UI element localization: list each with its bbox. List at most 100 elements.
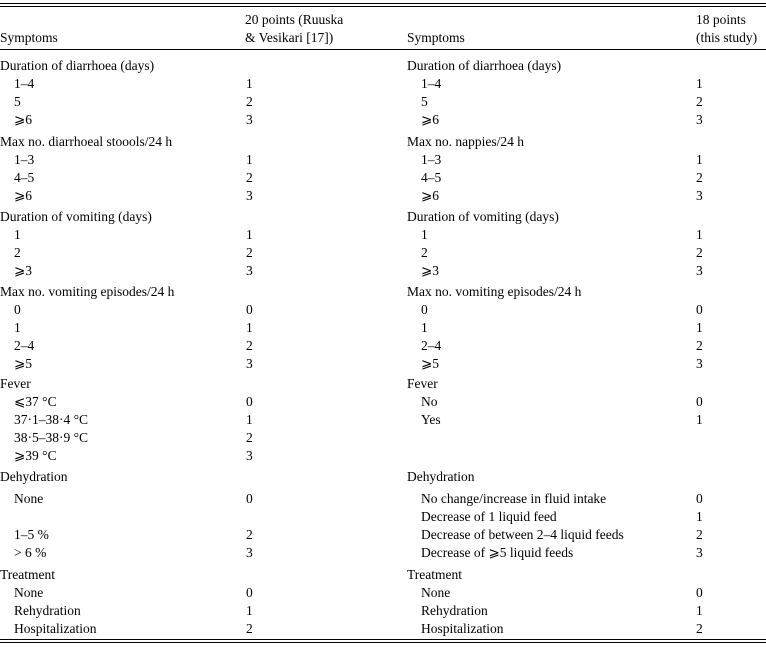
left-symptom-cell: 0 — [14, 302, 21, 317]
right-symptom-cell: Max no. nappies/24 h — [407, 134, 524, 149]
left-symptom-cell: Rehydration — [14, 603, 81, 618]
left-symptom-cell: ⩾3 — [14, 263, 33, 278]
left-score-cell: 1 — [246, 603, 253, 618]
right-symptom-cell: Fever — [407, 376, 438, 391]
right-symptom-cell: ⩾5 — [421, 356, 440, 371]
left-score-cell: 3 — [246, 112, 253, 127]
right-symptom-cell: Hospitalization — [421, 621, 504, 636]
left-symptom-cell: None — [14, 585, 44, 600]
right-score-header-line2: (this study) — [696, 30, 758, 45]
table-row: Max no. diarrhoeal stoools/24 h Max no. n… — [0, 133, 766, 151]
right-symptom-cell: Duration of vomiting (days) — [407, 209, 559, 224]
right-symptom-cell: Treatment — [407, 567, 462, 582]
right-symptom-cell: 5 — [421, 94, 428, 109]
right-symptom-cell: None — [421, 585, 451, 600]
right-symptom-cell: Max no. vomiting episodes/24 h — [407, 284, 582, 299]
table-row: ⩽37 °C 0 No 0 — [0, 393, 766, 411]
table-row: None 0 None 0 — [0, 584, 766, 602]
table-row: ⩾3 3 ⩾3 3 — [0, 262, 766, 280]
right-symptom-cell: Decrease of 1 liquid feed — [421, 509, 557, 524]
left-score-cell: 1 — [246, 320, 253, 335]
left-score-cell: 1 — [246, 76, 253, 91]
right-symptom-cell: Decrease of between 2–4 liquid feeds — [421, 527, 624, 542]
left-symptom-cell: ⩽37 °C — [14, 394, 57, 409]
left-score-cell: 3 — [246, 188, 253, 203]
left-score-cell: 0 — [246, 302, 253, 317]
table-row: > 6 % 3 Decrease of ⩾5 liquid feeds 3 — [0, 544, 766, 562]
left-score-cell: 2 — [246, 527, 253, 542]
right-symptom-cell: 1–4 — [421, 76, 442, 91]
left-symptom-cell: ⩾39 °C — [14, 448, 57, 463]
table-row: Duration of vomiting (days) Duration of v… — [0, 208, 766, 226]
right-symptom-cell: 1 — [421, 320, 428, 335]
table-row: 1–4 1 1–4 1 — [0, 75, 766, 93]
table-row: Treatment Treatment — [0, 566, 766, 584]
left-symptom-cell: Dehydration — [0, 469, 68, 484]
left-score-cell: 0 — [246, 491, 253, 506]
right-score-cell: 0 — [696, 394, 703, 409]
right-score-cell: 2 — [696, 170, 703, 185]
right-score-cell: 2 — [696, 338, 703, 353]
right-score-cell: 1 — [696, 227, 703, 242]
left-symptom-cell: 37·1–38·4 °C — [14, 412, 89, 427]
bottom-rule — [0, 639, 766, 640]
right-symptom-cell: 2 — [421, 245, 428, 260]
right-score-cell: 3 — [696, 545, 703, 560]
right-symptom-cell: Decrease of ⩾5 liquid feeds — [421, 545, 574, 560]
left-symptom-cell: Hospitalization — [14, 621, 97, 636]
header-rule — [0, 49, 766, 50]
left-symptom-cell: Max no. diarrhoeal stoools/24 h — [0, 134, 173, 149]
right-symptom-cell: Rehydration — [421, 603, 488, 618]
left-score-cell: 2 — [246, 245, 253, 260]
left-symptom-cell: ⩾5 — [14, 356, 33, 371]
right-score-cell: 2 — [696, 245, 703, 260]
table-row: ⩾6 3 ⩾6 3 — [0, 187, 766, 205]
left-score-cell: 3 — [246, 356, 253, 371]
right-symptom-cell: Dehydration — [407, 469, 475, 484]
right-score-cell: 1 — [696, 603, 703, 618]
left-symptoms-header: Symptoms — [0, 30, 58, 45]
right-symptom-cell: Duration of diarrhoea (days) — [407, 58, 562, 73]
right-score-cell: 3 — [696, 112, 703, 127]
right-score-cell: 1 — [696, 509, 703, 524]
left-symptom-cell: 1 — [14, 320, 21, 335]
table-row: 1–3 1 1–3 1 — [0, 151, 766, 169]
left-score-cell: 1 — [246, 412, 253, 427]
table-row: 0 0 0 0 — [0, 301, 766, 319]
bottom-rule-inner — [0, 642, 766, 643]
left-symptom-cell: 4–5 — [14, 170, 35, 185]
table-row: Fever Fever — [0, 375, 766, 393]
left-symptom-cell: 1–3 — [14, 152, 35, 167]
left-symptom-cell: 2–4 — [14, 338, 35, 353]
right-score-cell: 1 — [696, 76, 703, 91]
left-symptom-cell: Treatment — [0, 567, 55, 582]
left-score-cell: 1 — [246, 227, 253, 242]
left-symptom-cell: 1–5 % — [14, 527, 49, 542]
left-score-cell: 1 — [246, 152, 253, 167]
left-score-cell: 2 — [246, 621, 253, 636]
table-row: Hospitalization 2 Hospitalization 2 — [0, 620, 766, 638]
left-symptom-cell: None — [14, 491, 44, 506]
right-symptom-cell: No — [421, 394, 438, 409]
right-symptom-cell: 2–4 — [421, 338, 442, 353]
table-row: 2–4 2 2–4 2 — [0, 337, 766, 355]
right-score-cell: 0 — [696, 302, 703, 317]
table-row: Duration of diarrhoea (days) Duration of … — [0, 57, 766, 75]
right-score-cell: 0 — [696, 585, 703, 600]
left-score-cell: 2 — [246, 94, 253, 109]
right-score-cell: 3 — [696, 356, 703, 371]
right-symptom-cell: ⩾6 — [421, 112, 440, 127]
table-row: ⩾39 °C 3 — [0, 447, 766, 465]
left-score-cell: 2 — [246, 170, 253, 185]
table-row: 38·5–38·9 °C 2 — [0, 429, 766, 447]
right-symptoms-header: Symptoms — [407, 30, 465, 45]
table-row: Rehydration 1 Rehydration 1 — [0, 602, 766, 620]
right-symptom-cell: Yes — [421, 412, 441, 427]
left-symptom-cell: ⩾6 — [14, 112, 33, 127]
left-score-cell: 0 — [246, 585, 253, 600]
left-symptom-cell: > 6 % — [14, 545, 47, 560]
right-score-cell: 3 — [696, 188, 703, 203]
left-symptom-cell: 5 — [14, 94, 21, 109]
table-row: 4–5 2 4–5 2 — [0, 169, 766, 187]
right-score-cell: 2 — [696, 621, 703, 636]
